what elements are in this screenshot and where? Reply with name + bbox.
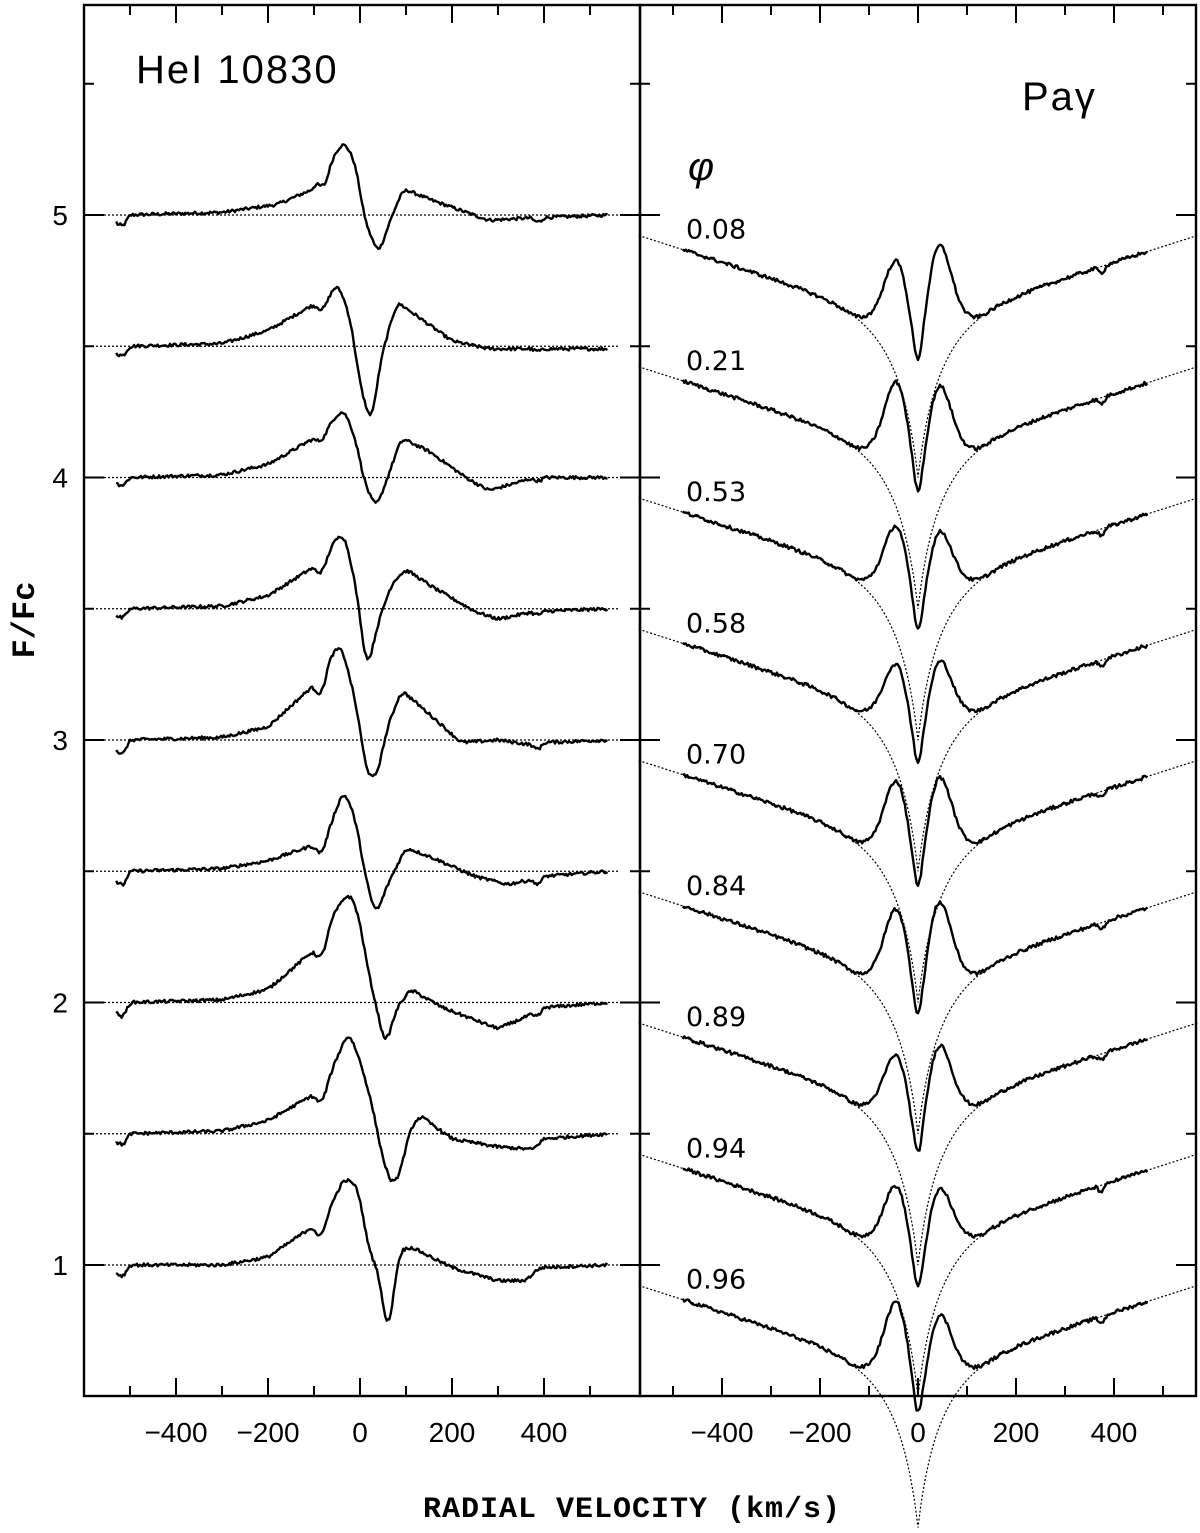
phase-label: 0.21 [686, 346, 746, 377]
left-spectrum-line [115, 894, 608, 1040]
phase-label: 0.84 [686, 871, 746, 902]
left-spectrum-line [115, 647, 608, 778]
right-reference-profile [638, 1284, 1198, 1528]
right-x-tick-label: 200 [993, 1417, 1040, 1448]
phase-label: 0.08 [686, 215, 746, 246]
left-x-tick-label: 200 [429, 1417, 476, 1448]
right-spectrum-line [681, 379, 1149, 493]
left-x-tick-label: −200 [236, 1417, 299, 1448]
right-spectrum-line [682, 510, 1149, 630]
phase-symbol: φ [688, 145, 716, 189]
phase-label: 0.53 [686, 477, 746, 508]
right-spectrum-line [681, 1298, 1149, 1412]
left-spectrum-line [115, 143, 608, 250]
y-axis-label: F/Fc [7, 582, 44, 659]
phase-label: 0.89 [686, 1002, 746, 1033]
phase-labels: 0.08 0.21 0.53 0.58 0.70 0.84 0.89 0.94 0.96 [686, 215, 746, 1296]
right-spectrum-line [681, 1035, 1148, 1152]
y-tick-label: 2 [52, 988, 68, 1019]
y-tick-label: 3 [52, 725, 68, 756]
right-x-tick-label: −400 [690, 1417, 753, 1448]
y-tick-label: 1 [52, 1250, 68, 1281]
phase-label: 0.58 [686, 608, 746, 639]
left-reference-lines [84, 214, 620, 1266]
axis-ticks [84, 5, 1196, 1396]
left-x-tick-label: −400 [144, 1417, 207, 1448]
right-spectra [681, 243, 1149, 1412]
right-x-tick-label: 0 [910, 1417, 926, 1448]
left-spectrum-line [115, 1178, 609, 1322]
y-tick-label: 5 [52, 200, 68, 231]
right-spectrum-line [682, 243, 1148, 362]
phase-label: 0.70 [686, 740, 746, 771]
y-tick-label: 4 [52, 463, 68, 494]
left-panel-title: HeI 10830 [136, 48, 339, 92]
phase-label: 0.96 [686, 1265, 746, 1296]
left-spectrum-line [115, 411, 608, 504]
left-spectrum-line [115, 794, 609, 910]
right-x-tick-label: 400 [1091, 1417, 1138, 1448]
left-spectrum-line [115, 285, 609, 417]
right-spectrum-line [682, 1167, 1149, 1288]
right-spectrum-line [682, 642, 1149, 765]
x-axis-label: RADIAL VELOCITY (km/s) [423, 1493, 841, 1527]
right-x-tick-label: −200 [788, 1417, 851, 1448]
y-tick-labels: 1 2 3 4 5 [52, 200, 68, 1281]
left-spectrum-line [115, 535, 609, 661]
right-spectrum-line [681, 900, 1149, 1015]
phase-label: 0.94 [686, 1133, 746, 1164]
right-spectrum-line [682, 773, 1148, 888]
left-x-tick-label: 0 [352, 1417, 368, 1448]
left-spectra [115, 143, 609, 1322]
left-x-tick-label: 400 [521, 1417, 568, 1448]
right-panel-title: Paγ [1022, 75, 1097, 119]
left-spectrum-line [115, 1036, 608, 1183]
x-tick-labels: −400 −400 −200 −200 0 0 200 200 400 400 [144, 1417, 1137, 1448]
